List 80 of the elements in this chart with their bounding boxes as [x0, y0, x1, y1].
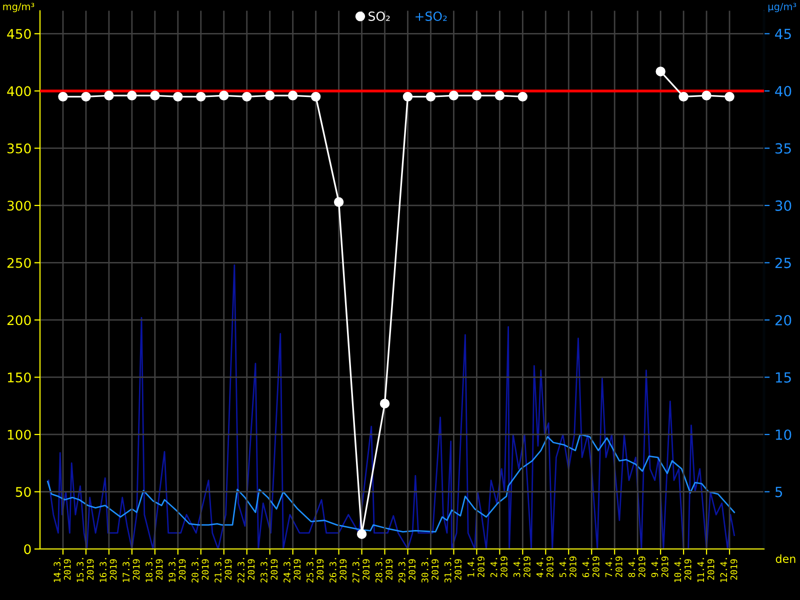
y-tick-label: 250: [7, 258, 31, 268]
x-tick-label: 22.3. 2019: [238, 558, 255, 582]
point: [724, 92, 734, 102]
y2-tick-label: 5: [775, 486, 782, 498]
point: [518, 92, 528, 102]
point: [310, 92, 321, 102]
y2-tick-label: 40: [775, 86, 792, 96]
point: [104, 90, 114, 100]
point: [494, 90, 505, 100]
point: [334, 197, 344, 207]
point: [196, 92, 206, 102]
x-tick-label: 16.3. 2019: [100, 558, 117, 582]
x-tick-label: 17.3. 2019: [122, 558, 140, 582]
x-tick-label: 3.4. 2019: [513, 556, 530, 578]
point: [402, 92, 413, 102]
point: [288, 90, 298, 100]
point: [448, 90, 459, 100]
point: [81, 92, 91, 102]
point: [380, 398, 390, 408]
y-tick-label: 150: [8, 372, 31, 382]
y2-tick-label: 45: [775, 28, 791, 40]
y2-tick-label: 30: [775, 200, 792, 211]
x-tick-label: 19.3. 2019: [168, 558, 186, 582]
y2-tick-label: 15: [776, 372, 791, 383]
x-tick-label: 11.4. 2019: [697, 558, 714, 582]
y-tick-label: 0: [24, 544, 31, 554]
x-tick-label: 26.3. 2019: [330, 558, 347, 582]
point: [242, 92, 252, 102]
x-tick-label: 14.3. 2019: [54, 558, 71, 582]
point: [356, 529, 367, 539]
x-tick-label: 12.4. 2019: [720, 558, 738, 582]
x-tick-label: 10.4. 2019: [674, 558, 692, 582]
x-tick-label: 18.3. 2019: [146, 558, 163, 582]
point: [127, 90, 137, 100]
point: [472, 90, 482, 100]
x-tick-label: 5.4. 2019: [559, 556, 576, 578]
x-tick-label: 21.3. 2019: [214, 558, 232, 582]
x-tick-label: 27.3. 2019: [352, 558, 370, 582]
x-axis-title: den: [776, 554, 796, 563]
y-tick-label: 400: [7, 86, 31, 96]
y2-axis-title: µg/m³: [768, 2, 796, 12]
point: [219, 90, 229, 100]
y2-tick-label: 20: [775, 314, 792, 326]
y2-tick-label: 25: [775, 258, 791, 268]
point: [656, 66, 666, 76]
x-tick-label: 4.4. 2019: [536, 556, 554, 578]
y-tick-label: 50: [16, 486, 31, 497]
y-tick-label: 300: [7, 200, 31, 211]
x-tick-label: 29.3. 2019: [398, 558, 416, 582]
x-tick-label: 2.4. 2019: [490, 556, 508, 578]
point: [426, 92, 436, 102]
point: [678, 92, 688, 102]
x-tick-label: 31.3. 2019: [444, 558, 462, 583]
point: [58, 92, 68, 102]
x-tick-label: 7.4. 2019: [605, 556, 622, 578]
x-tick-label: 28.3. 2019: [375, 558, 392, 582]
y-tick-label: 350: [7, 143, 31, 154]
x-tick-label: 6.4. 2019: [582, 556, 600, 578]
y2-tick-label: 10: [776, 429, 792, 440]
point: [264, 90, 275, 100]
text: +SO₂: [416, 12, 447, 21]
y-tick-label: 200: [7, 315, 31, 326]
y2-tick-label: 35: [775, 143, 791, 154]
x-tick-label: 25.3. 2019: [306, 558, 324, 582]
x-tick-label: 24.3. 2019: [284, 558, 301, 582]
y-tick-label: 450: [7, 28, 31, 39]
x-tick-label: 1.4. 2019: [468, 556, 484, 578]
x-tick-label: 20.3. 2019: [192, 558, 209, 582]
line-series: [48, 264, 736, 549]
point: [150, 90, 160, 100]
x-tick-label: 15.3. 2019: [76, 558, 94, 582]
x-tick-label: 9.4. 2019: [651, 556, 668, 578]
y-tick-label: 100: [8, 430, 31, 440]
x-tick-label: 30.3. 2019: [421, 558, 438, 583]
y-axis-title: mg/m³: [3, 2, 34, 12]
point: [173, 92, 183, 102]
x-tick-label: 23.3. 2019: [260, 558, 278, 582]
legend-label: SO₂: [368, 12, 390, 21]
point: [702, 90, 712, 100]
x-tick-label: 8.4. 2019: [628, 556, 646, 578]
